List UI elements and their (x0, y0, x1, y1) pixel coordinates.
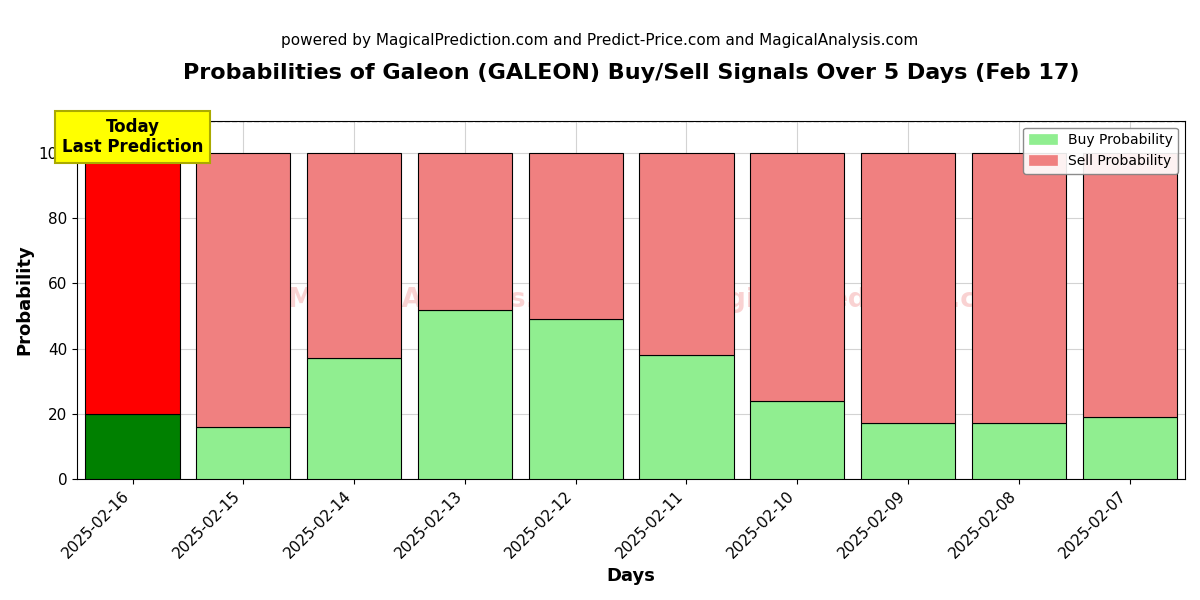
Text: Today
Last Prediction: Today Last Prediction (62, 118, 203, 157)
Bar (972, 153, 1066, 424)
Bar (529, 319, 623, 479)
Bar (197, 153, 290, 427)
Bar (85, 413, 180, 479)
Bar (418, 310, 512, 479)
Bar (307, 153, 401, 358)
Bar (750, 153, 845, 401)
Bar (750, 401, 845, 479)
Bar (197, 427, 290, 479)
Bar (1082, 417, 1177, 479)
Bar (307, 358, 401, 479)
Title: Probabilities of Galeon (GALEON) Buy/Sell Signals Over 5 Days (Feb 17): Probabilities of Galeon (GALEON) Buy/Sel… (182, 63, 1079, 83)
Bar (1082, 153, 1177, 417)
Bar (860, 153, 955, 424)
Bar (972, 424, 1066, 479)
Bar (529, 153, 623, 319)
Bar (640, 355, 733, 479)
Bar (860, 424, 955, 479)
Bar (418, 153, 512, 310)
X-axis label: Days: Days (607, 567, 655, 585)
Y-axis label: Probability: Probability (14, 244, 32, 355)
Text: powered by MagicalPrediction.com and Predict-Price.com and MagicalAnalysis.com: powered by MagicalPrediction.com and Pre… (281, 33, 919, 48)
Text: MagicalPrediction.com: MagicalPrediction.com (683, 287, 1022, 313)
Legend: Buy Probability, Sell Probability: Buy Probability, Sell Probability (1024, 128, 1178, 173)
Bar (85, 153, 180, 413)
Bar (640, 153, 733, 355)
Text: MagicalAnalysis.com: MagicalAnalysis.com (288, 287, 598, 313)
